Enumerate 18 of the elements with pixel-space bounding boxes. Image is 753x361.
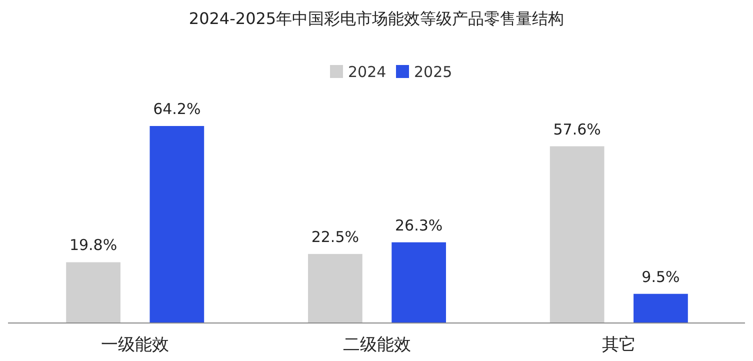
legend-label: 2024 <box>348 63 386 81</box>
bar <box>150 126 204 323</box>
bar <box>392 242 446 323</box>
bar <box>550 146 604 323</box>
legend-label: 2025 <box>414 63 452 81</box>
data-label: 9.5% <box>642 268 680 286</box>
data-label: 22.5% <box>311 228 360 246</box>
chart-title: 2024-2025年中国彩电市场能效等级产品零售量结构 <box>188 9 564 28</box>
bar <box>308 254 362 323</box>
x-tick-label: 其它 <box>602 335 636 355</box>
x-tick-label: 二级能效 <box>343 335 411 355</box>
data-label: 19.8% <box>69 236 118 254</box>
bar <box>66 262 120 323</box>
x-tick-label: 一级能效 <box>101 335 170 355</box>
data-label: 26.3% <box>394 216 443 234</box>
bar <box>634 294 688 323</box>
data-label: 57.6% <box>553 120 601 138</box>
data-label: 64.2% <box>153 100 201 118</box>
